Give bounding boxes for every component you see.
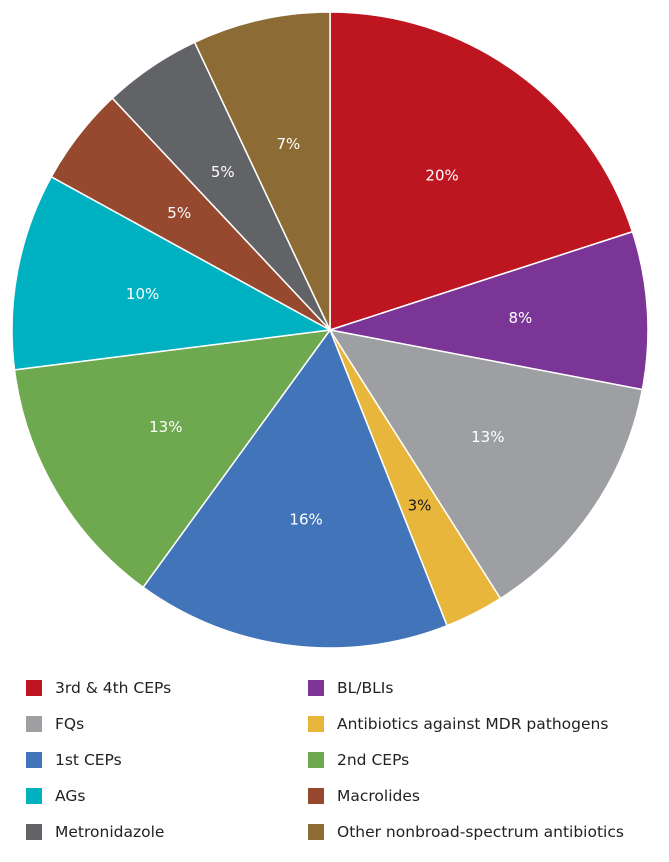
legend-item-antibiotics-against-mdr-pathogens: Antibiotics against MDR pathogens (308, 712, 666, 736)
legend-swatch (308, 752, 324, 768)
pie-slice-3rd-and-4th-ceps (329, 11, 634, 332)
pie-slice-label-other-nonbroad-spectrum-antibiotics: 7% (277, 135, 301, 153)
legend-swatch (308, 716, 324, 732)
pie-slice-other-nonbroad-spectrum-antibiotics (193, 11, 331, 331)
pie-slice-label-bl-blis: 8% (509, 309, 533, 327)
pie-slice-ags (11, 175, 333, 371)
legend-swatch (308, 680, 324, 696)
legend-swatch (26, 716, 42, 732)
legend-label: 1st CEPs (55, 751, 122, 769)
legend-label: FQs (55, 715, 85, 733)
legend-swatch (308, 788, 324, 804)
chart-legend: 3rd & 4th CEPs BL/BLIs FQs Antibiotics agai… (26, 676, 666, 844)
legend-label: 2nd CEPs (337, 751, 410, 769)
legend-item-3rd-and-4th-ceps: 3rd & 4th CEPs (26, 676, 308, 700)
pie-slice-label-macrolides: 5% (167, 204, 191, 222)
legend-item-other-nonbroad-spectrum-antibiotics: Other nonbroad-spectrum antibiotics (308, 820, 666, 844)
legend-item-1st-ceps: 1st CEPs (26, 748, 308, 772)
pie-slice-labels: 20% 8% 13% 3% 16% 13% 10% 5% 5% 7% (126, 135, 533, 528)
legend-item-fqs: FQs (26, 712, 308, 736)
legend-label: Macrolides (337, 787, 420, 805)
legend-label: BL/BLIs (337, 679, 394, 697)
pie-slice-fqs (328, 328, 644, 600)
legend-item-2nd-ceps: 2nd CEPs (308, 748, 666, 772)
pie-slice-label-ags: 10% (126, 285, 159, 303)
pie-slice-1st-ceps (142, 328, 449, 649)
legend-item-ags: AGs (26, 784, 308, 808)
legend-swatch (26, 680, 42, 696)
pie-slice-bl-blis (329, 230, 649, 391)
pie-slice-label-1st-ceps: 16% (289, 510, 322, 528)
pie-slice-label-metronidazole: 5% (211, 163, 235, 181)
legend-swatch (308, 824, 324, 840)
legend-label: 3rd & 4th CEPs (55, 679, 172, 697)
legend-item-metronidazole: Metronidazole (26, 820, 308, 844)
pie-chart: 20% 8% 13% 3% 16% 13% 10% 5% 5% 7% (11, 11, 649, 649)
legend-label: Antibiotics against MDR pathogens (337, 715, 609, 733)
legend-label: Metronidazole (55, 823, 165, 841)
legend-label: Other nonbroad-spectrum antibiotics (337, 823, 624, 841)
legend-label: AGs (55, 787, 86, 805)
pie-slice-label-2nd-ceps: 13% (149, 418, 182, 436)
pie-slice-label-antibiotics-against-mdr-pathogens: 3% (408, 497, 432, 515)
pie-slice-label-fqs: 13% (471, 428, 504, 446)
legend-swatch (26, 788, 42, 804)
pie-slices (11, 11, 649, 649)
legend-item-bl-blis: BL/BLIs (308, 676, 666, 700)
legend-item-macrolides: Macrolides (308, 784, 666, 808)
pie-slice-2nd-ceps (13, 329, 332, 589)
legend-swatch (26, 752, 42, 768)
pie-slice-label-3rd-and-4th-ceps: 20% (425, 167, 458, 185)
legend-swatch (26, 824, 42, 840)
